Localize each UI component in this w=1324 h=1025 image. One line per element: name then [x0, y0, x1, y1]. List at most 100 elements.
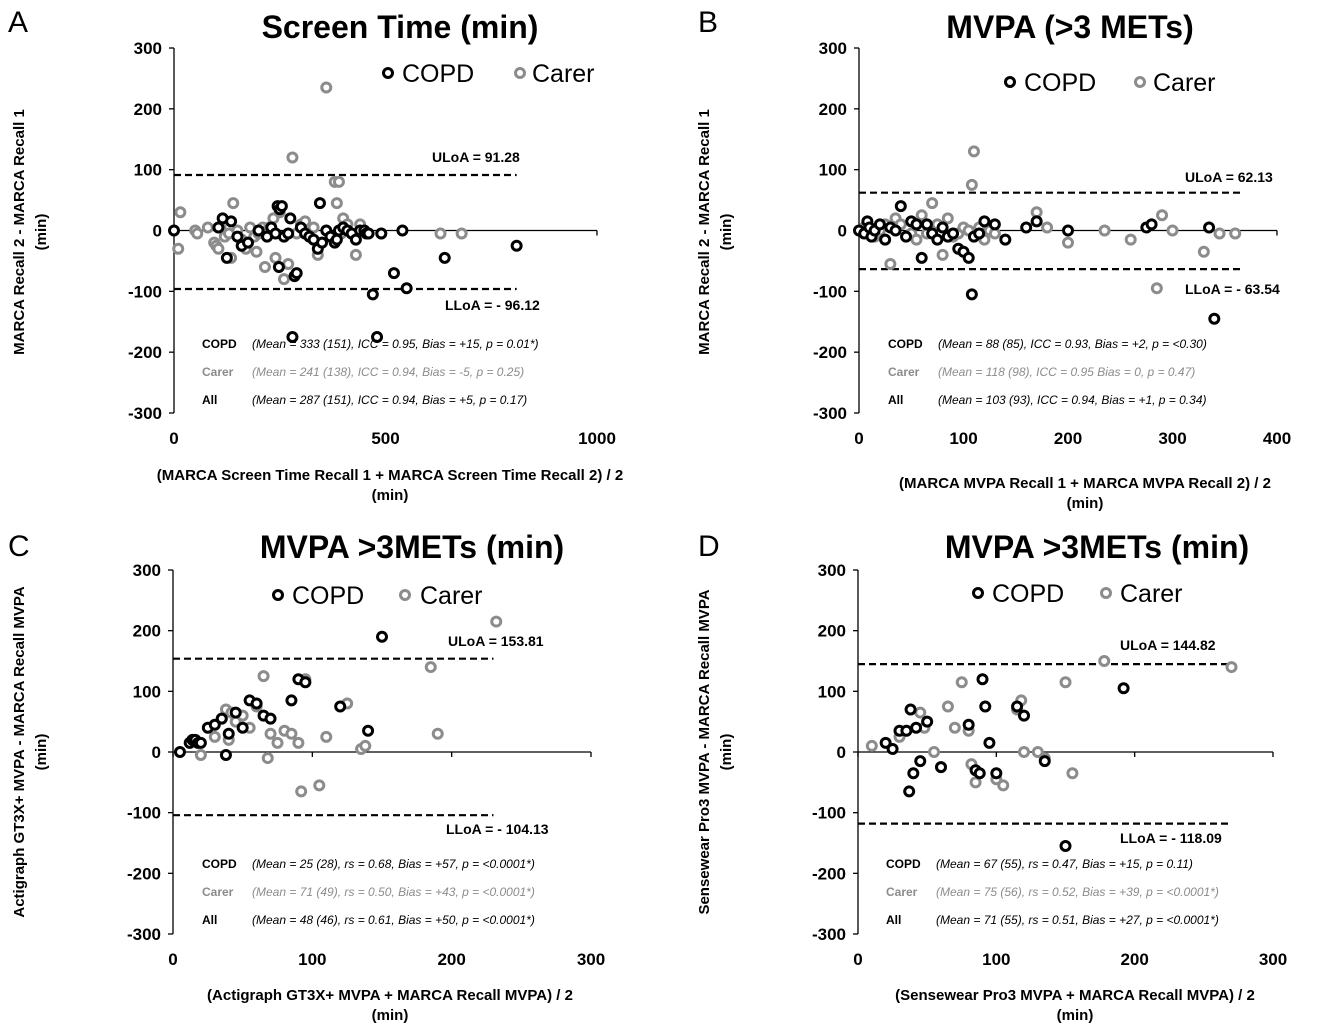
carer-point — [910, 233, 923, 246]
copd-point — [349, 233, 362, 246]
carer-point — [330, 197, 343, 210]
copd-point — [194, 736, 207, 749]
copd-point — [316, 236, 329, 249]
carer-point — [261, 752, 274, 765]
copd-point — [208, 718, 221, 731]
carer-point — [431, 727, 444, 740]
copd-point — [889, 224, 902, 237]
legend-copd-label: COPD — [992, 580, 1064, 608]
y-axis-title: (min) — [718, 214, 735, 251]
copd-point — [900, 724, 913, 737]
y-tick-label: 0 — [152, 743, 161, 762]
lloa-label: LLoA = - 63.54 — [1185, 281, 1280, 297]
carer-point — [1197, 245, 1210, 258]
copd-point — [947, 227, 960, 240]
legend-carer-label: Carer — [532, 60, 595, 88]
copd-point — [220, 251, 233, 264]
y-tick-label: 100 — [133, 682, 161, 701]
copd-point — [1062, 224, 1074, 237]
copd-point — [1059, 840, 1072, 853]
copd-point — [976, 673, 989, 686]
stat-label: COPD — [202, 857, 237, 871]
carer-point — [1229, 227, 1242, 240]
carer-point — [1124, 233, 1137, 246]
lloa-label: LLoA = - 96.12 — [445, 297, 540, 313]
legend-carer-label: Carer — [420, 582, 483, 610]
legend-copd-label: COPD — [1024, 69, 1096, 97]
y-tick-label: 300 — [818, 561, 846, 580]
copd-point — [988, 218, 1001, 231]
copd-point — [983, 736, 996, 749]
uloa-label: ULoA = 62.13 — [1185, 169, 1273, 185]
y-tick-label: -100 — [128, 282, 162, 301]
copd-point — [387, 267, 400, 280]
x-tick-label: 400 — [1263, 429, 1291, 448]
carer-point — [282, 257, 295, 270]
y-tick-label: -100 — [812, 804, 846, 823]
carer-point — [928, 746, 941, 758]
carer-point — [1031, 746, 1044, 758]
copd-point — [438, 251, 451, 264]
x-tick-label: 0 — [853, 950, 862, 969]
x-tick-label: 100 — [949, 429, 977, 448]
y-tick-label: 300 — [133, 561, 161, 580]
stat-label: All — [888, 393, 903, 407]
stat-text: (Mean = 48 (46), rs = 0.61, Bias = +50, … — [252, 913, 535, 927]
copd-point — [272, 261, 285, 273]
y-tick-label: 100 — [819, 161, 847, 180]
copd-point — [910, 721, 923, 734]
x-tick-label: 1000 — [578, 429, 616, 448]
lloa-label: LLoA = - 118.09 — [1120, 830, 1222, 846]
carer-point — [227, 197, 240, 210]
copd-point — [1018, 709, 1030, 722]
y-tick-label: -300 — [128, 404, 162, 423]
carer-point — [490, 615, 503, 628]
copd-point — [965, 288, 978, 301]
x-tick-label: 300 — [577, 950, 605, 969]
carer-point — [258, 261, 271, 273]
copd-point — [907, 767, 920, 780]
legend-copd-label: COPD — [292, 582, 364, 610]
copd-point — [1203, 221, 1216, 234]
copd-point — [222, 727, 235, 740]
legend-copd-label: COPD — [402, 60, 474, 88]
carer-point — [967, 145, 980, 158]
legend-carer-label: Carer — [1120, 580, 1183, 608]
carer-point — [1018, 746, 1030, 758]
legend-carer-marker — [399, 589, 411, 601]
stat-text: (Mean = 333 (151), ICC = 0.95, Bias = +1… — [252, 337, 539, 351]
copd-point — [1117, 682, 1130, 695]
y-tick-label: 300 — [134, 39, 162, 58]
carer-point — [434, 227, 447, 240]
copd-point — [212, 221, 225, 234]
copd-point — [931, 233, 944, 246]
carer-point — [865, 739, 878, 752]
y-tick-label: 200 — [819, 100, 847, 119]
carer-point — [941, 212, 954, 225]
carer-point — [884, 257, 897, 270]
x-tick-label: 500 — [371, 429, 399, 448]
x-tick-label: 0 — [168, 950, 177, 969]
copd-point — [978, 215, 991, 228]
carer-point — [286, 151, 299, 164]
legend-carer-marker — [514, 67, 526, 79]
copd-point — [886, 742, 899, 755]
copd-point — [229, 706, 242, 719]
y-tick-label: 0 — [838, 222, 847, 241]
carer-point — [1066, 767, 1079, 780]
copd-point — [894, 200, 907, 213]
y-tick-label: 200 — [133, 622, 161, 641]
copd-point — [999, 233, 1012, 246]
panel-c: C MVPA >3METs (min) 300 200 100 0 -100 -200 -300… — [8, 529, 605, 1024]
copd-point — [400, 282, 413, 295]
y-axis-title: (min) — [33, 214, 50, 251]
carer-point — [271, 736, 284, 749]
y-tick-label: -300 — [127, 925, 161, 944]
carer-point — [1166, 224, 1179, 237]
copd-point — [282, 227, 295, 240]
copd-point — [973, 227, 986, 240]
stat-text: (Mean = 67 (55), rs = 0.47, Bias = +15, … — [936, 857, 1193, 871]
carer-point — [914, 706, 927, 719]
copd-point — [375, 227, 388, 240]
copd-point — [510, 239, 523, 252]
